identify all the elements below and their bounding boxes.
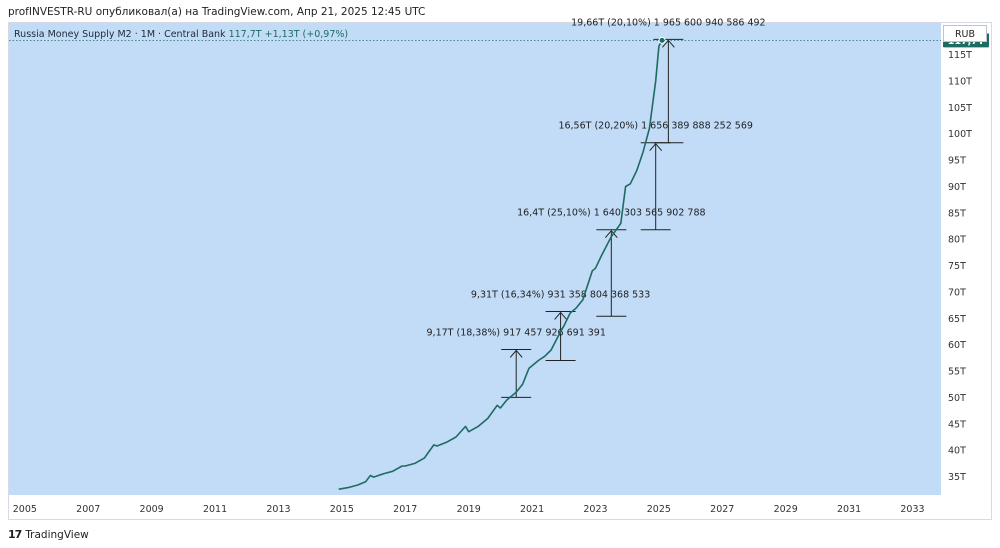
- y-tick-label: 65T: [948, 314, 966, 325]
- y-tick-label: 80T: [948, 235, 966, 246]
- y-tick-label: 115T: [948, 50, 972, 61]
- x-tick-label: 2011: [203, 504, 227, 515]
- x-tick-label: 2025: [647, 504, 671, 515]
- y-tick-label: 110T: [948, 77, 972, 88]
- measure-label: 16,56T (20,20%) 1 656 389 888 252 569: [558, 121, 752, 132]
- legend-value: 117,7T: [228, 29, 262, 40]
- plot-area[interactable]: [9, 23, 941, 495]
- last-point-marker: [658, 36, 666, 44]
- measure-annotation: 16,4T (25,10%) 1 640 303 565 902 788: [517, 208, 706, 317]
- measure-arrowhead: [509, 349, 523, 358]
- chart-legend: Russia Money Supply M2 · 1M · Central Ba…: [14, 29, 348, 40]
- measure-label: 9,17T (18,38%) 917 457 926 691 391: [427, 327, 606, 338]
- measure-arrowhead: [649, 142, 663, 152]
- measure-label: 16,4T (25,10%) 1 640 303 565 902 788: [517, 208, 705, 219]
- y-tick-label: 100T: [948, 129, 972, 140]
- y-tick-label: 105T: [948, 103, 972, 114]
- measure-annotation: 9,31T (16,34%) 931 358 804 368 533: [471, 289, 650, 362]
- y-tick-label: 85T: [948, 208, 966, 219]
- x-tick-label: 2017: [393, 504, 417, 515]
- measure-label: 19,66T (20,10%) 1 965 600 940 586 492: [571, 17, 765, 28]
- y-tick-label: 90T: [948, 182, 966, 193]
- x-tick-label: 2023: [583, 504, 607, 515]
- measure-label: 9,31T (16,34%) 931 358 804 368 533: [471, 289, 650, 300]
- x-tick-label: 2029: [774, 504, 798, 515]
- x-tick-label: 2031: [837, 504, 861, 515]
- publish-info: profINVESTR-RU опубликовал(а) на Trading…: [8, 6, 426, 18]
- x-tick-label: 2033: [900, 504, 924, 515]
- y-tick-label: 40T: [948, 446, 966, 457]
- x-tick-label: 2015: [330, 504, 354, 515]
- legend-change: +1,13T (+0,97%): [264, 29, 349, 40]
- tradingview-brand: TradingView: [25, 528, 89, 541]
- x-tick-label: 2021: [520, 504, 544, 515]
- tradingview-logo[interactable]: 17 TradingView: [8, 528, 89, 541]
- x-tick-label: 2007: [76, 504, 100, 515]
- series-line-m2: [338, 40, 663, 490]
- y-tick-label: 95T: [948, 156, 966, 167]
- tradingview-logo-icon: 17: [8, 528, 22, 541]
- y-tick-label: 50T: [948, 393, 966, 404]
- y-tick-label: 70T: [948, 287, 966, 298]
- x-tick-label: 2013: [266, 504, 290, 515]
- measure-arrowhead: [604, 229, 618, 239]
- currency-button[interactable]: RUB: [943, 25, 987, 42]
- y-tick-label: 60T: [948, 340, 966, 351]
- legend-title: Russia Money Supply M2 · 1M · Central Ba…: [14, 29, 226, 40]
- y-tick-label: 45T: [948, 419, 966, 430]
- x-tick-label: 2019: [457, 504, 481, 515]
- x-tick-label: 2009: [140, 504, 164, 515]
- x-tick-label: 2005: [13, 504, 37, 515]
- measure-annotation: 9,17T (18,38%) 917 457 926 691 391: [427, 327, 606, 398]
- y-tick-label: 55T: [948, 367, 966, 378]
- measure-arrowhead: [554, 311, 567, 320]
- y-tick-label: 35T: [948, 472, 966, 483]
- x-tick-label: 2027: [710, 504, 734, 515]
- y-tick-label: 75T: [948, 261, 966, 272]
